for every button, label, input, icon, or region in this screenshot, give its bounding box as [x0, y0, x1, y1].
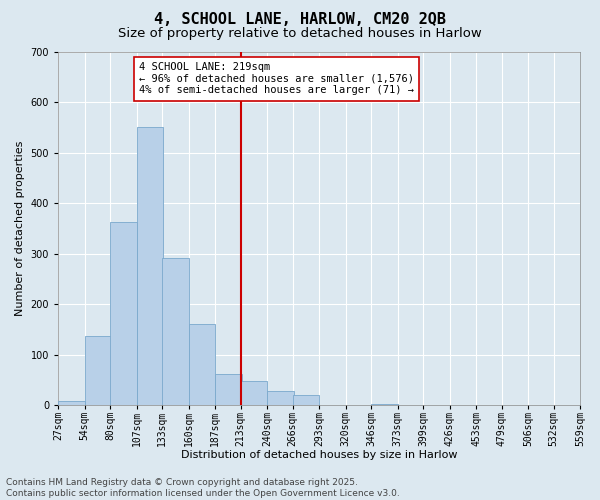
Text: 4, SCHOOL LANE, HARLOW, CM20 2QB: 4, SCHOOL LANE, HARLOW, CM20 2QB: [154, 12, 446, 28]
Y-axis label: Number of detached properties: Number of detached properties: [15, 140, 25, 316]
Bar: [58, 401, 85, 405]
Bar: [215, 374, 242, 405]
Bar: [85, 336, 111, 405]
Bar: [267, 391, 293, 405]
Bar: [241, 381, 267, 405]
Bar: [137, 127, 163, 405]
Bar: [293, 395, 319, 405]
Bar: [162, 258, 188, 405]
Text: 4 SCHOOL LANE: 219sqm
← 96% of detached houses are smaller (1,576)
4% of semi-de: 4 SCHOOL LANE: 219sqm ← 96% of detached …: [139, 62, 414, 96]
Bar: [110, 222, 137, 405]
Bar: [371, 404, 398, 405]
Bar: [188, 324, 215, 405]
Text: Size of property relative to detached houses in Harlow: Size of property relative to detached ho…: [118, 28, 482, 40]
Text: Contains HM Land Registry data © Crown copyright and database right 2025.
Contai: Contains HM Land Registry data © Crown c…: [6, 478, 400, 498]
X-axis label: Distribution of detached houses by size in Harlow: Distribution of detached houses by size …: [181, 450, 457, 460]
